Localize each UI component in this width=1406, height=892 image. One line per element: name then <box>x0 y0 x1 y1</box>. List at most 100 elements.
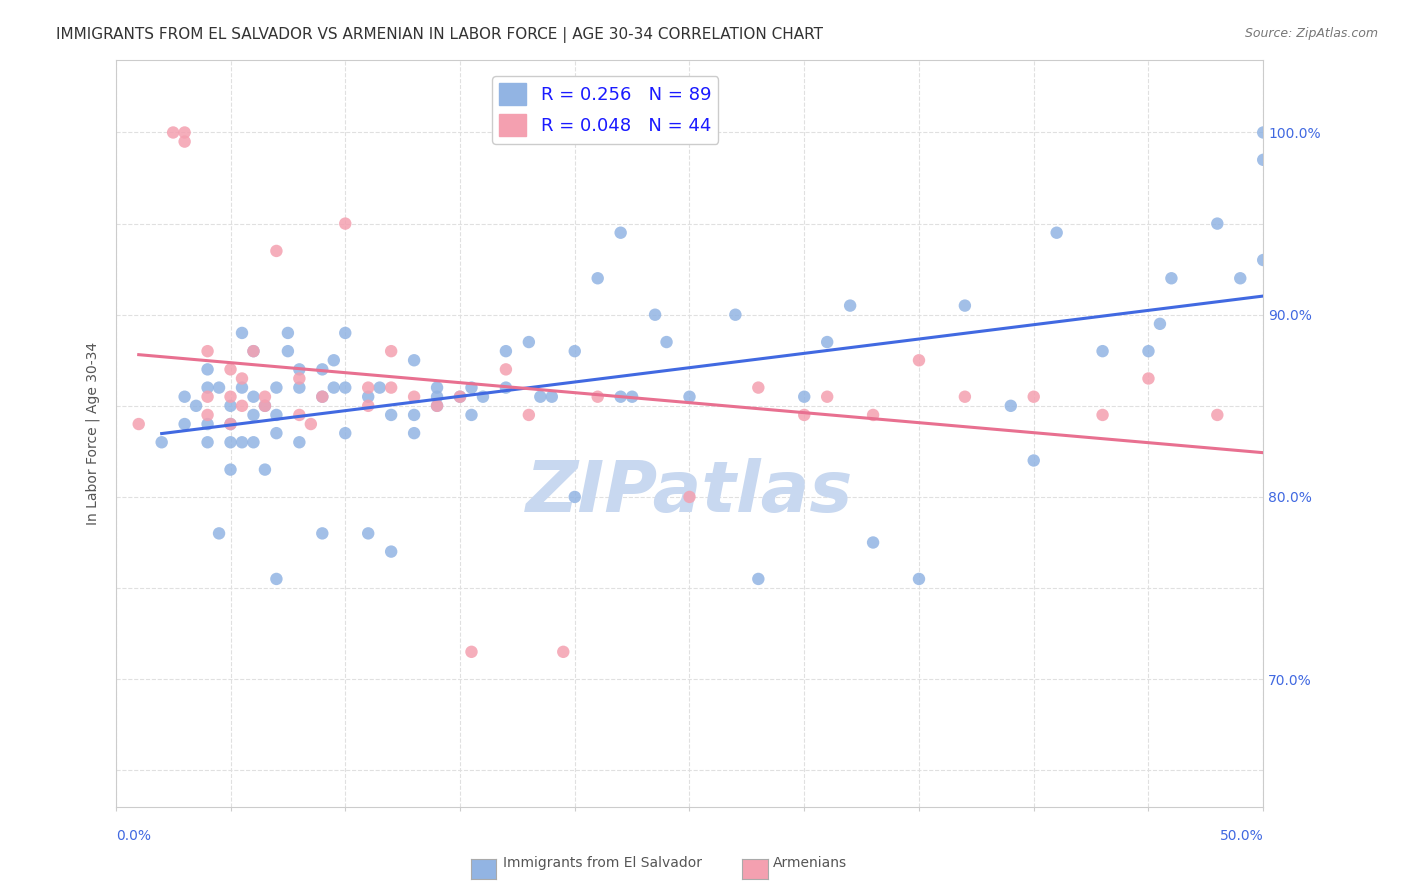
Text: Immigrants from El Salvador: Immigrants from El Salvador <box>503 855 703 870</box>
Point <box>288 408 311 422</box>
Text: 50.0%: 50.0% <box>1219 830 1263 843</box>
Point <box>242 344 264 359</box>
Point <box>426 399 449 413</box>
Point <box>517 408 540 422</box>
Point <box>495 344 517 359</box>
Point <box>404 353 426 368</box>
Point <box>197 408 219 422</box>
Point <box>426 381 449 395</box>
Y-axis label: In Labor Force | Age 30-34: In Labor Force | Age 30-34 <box>86 342 100 524</box>
Point <box>197 344 219 359</box>
Point <box>1091 344 1114 359</box>
Point <box>586 271 609 285</box>
Point <box>1229 271 1251 285</box>
Point <box>128 417 150 431</box>
Point <box>219 390 242 404</box>
Point <box>219 462 242 476</box>
Point <box>197 390 219 404</box>
Point <box>253 462 276 476</box>
Point <box>253 399 276 413</box>
Point <box>380 344 402 359</box>
Point <box>609 390 631 404</box>
Point <box>288 381 311 395</box>
Point <box>197 362 219 376</box>
Point <box>862 535 884 549</box>
Text: Source: ZipAtlas.com: Source: ZipAtlas.com <box>1244 27 1378 40</box>
Point <box>288 435 311 450</box>
Point <box>1000 399 1022 413</box>
Point <box>449 390 471 404</box>
Point <box>426 390 449 404</box>
Point <box>231 381 253 395</box>
Point <box>1046 226 1069 240</box>
Point <box>266 572 288 586</box>
Point <box>242 390 264 404</box>
Point <box>747 381 769 395</box>
Point <box>1091 408 1114 422</box>
Point <box>1149 317 1171 331</box>
Point <box>288 371 311 385</box>
Text: ZIPatlas: ZIPatlas <box>526 458 853 527</box>
Point <box>357 526 380 541</box>
Point <box>553 645 575 659</box>
Point <box>1022 453 1045 467</box>
Point <box>380 544 402 558</box>
Point <box>231 326 253 340</box>
Point <box>266 244 288 258</box>
Point <box>404 390 426 404</box>
Point <box>1160 271 1182 285</box>
Point <box>299 417 322 431</box>
Point <box>335 217 357 231</box>
Point <box>644 308 666 322</box>
Point <box>747 572 769 586</box>
Point <box>197 417 219 431</box>
Point <box>529 390 551 404</box>
Point <box>495 362 517 376</box>
Point <box>311 362 333 376</box>
Point <box>495 381 517 395</box>
Point <box>219 417 242 431</box>
Point <box>173 417 195 431</box>
Point <box>219 435 242 450</box>
Point <box>1137 344 1160 359</box>
Point <box>609 226 631 240</box>
Point <box>357 399 380 413</box>
Point <box>266 426 288 441</box>
Point <box>471 390 494 404</box>
Point <box>277 344 299 359</box>
Point <box>173 390 195 404</box>
Point <box>184 399 207 413</box>
Point <box>266 381 288 395</box>
Point <box>242 344 264 359</box>
Text: Armenians: Armenians <box>773 855 848 870</box>
Point <box>908 353 931 368</box>
Text: 0.0%: 0.0% <box>115 830 150 843</box>
Point <box>219 399 242 413</box>
Point <box>311 390 333 404</box>
Point <box>1137 371 1160 385</box>
Point <box>655 334 678 349</box>
Point <box>953 390 976 404</box>
Point <box>242 435 264 450</box>
Point <box>335 426 357 441</box>
Point <box>460 381 482 395</box>
Point <box>288 362 311 376</box>
Point <box>357 390 380 404</box>
Point <box>322 381 344 395</box>
Point <box>335 326 357 340</box>
Point <box>208 381 231 395</box>
Point <box>862 408 884 422</box>
Point <box>953 299 976 313</box>
Point <box>197 381 219 395</box>
Point <box>1251 153 1274 167</box>
Point <box>173 135 195 149</box>
Point <box>1251 253 1274 268</box>
Point <box>150 435 173 450</box>
Point <box>564 344 586 359</box>
Point <box>908 572 931 586</box>
Point <box>540 390 562 404</box>
Point <box>1022 390 1045 404</box>
Point <box>253 399 276 413</box>
Point <box>460 645 482 659</box>
Point <box>839 299 862 313</box>
